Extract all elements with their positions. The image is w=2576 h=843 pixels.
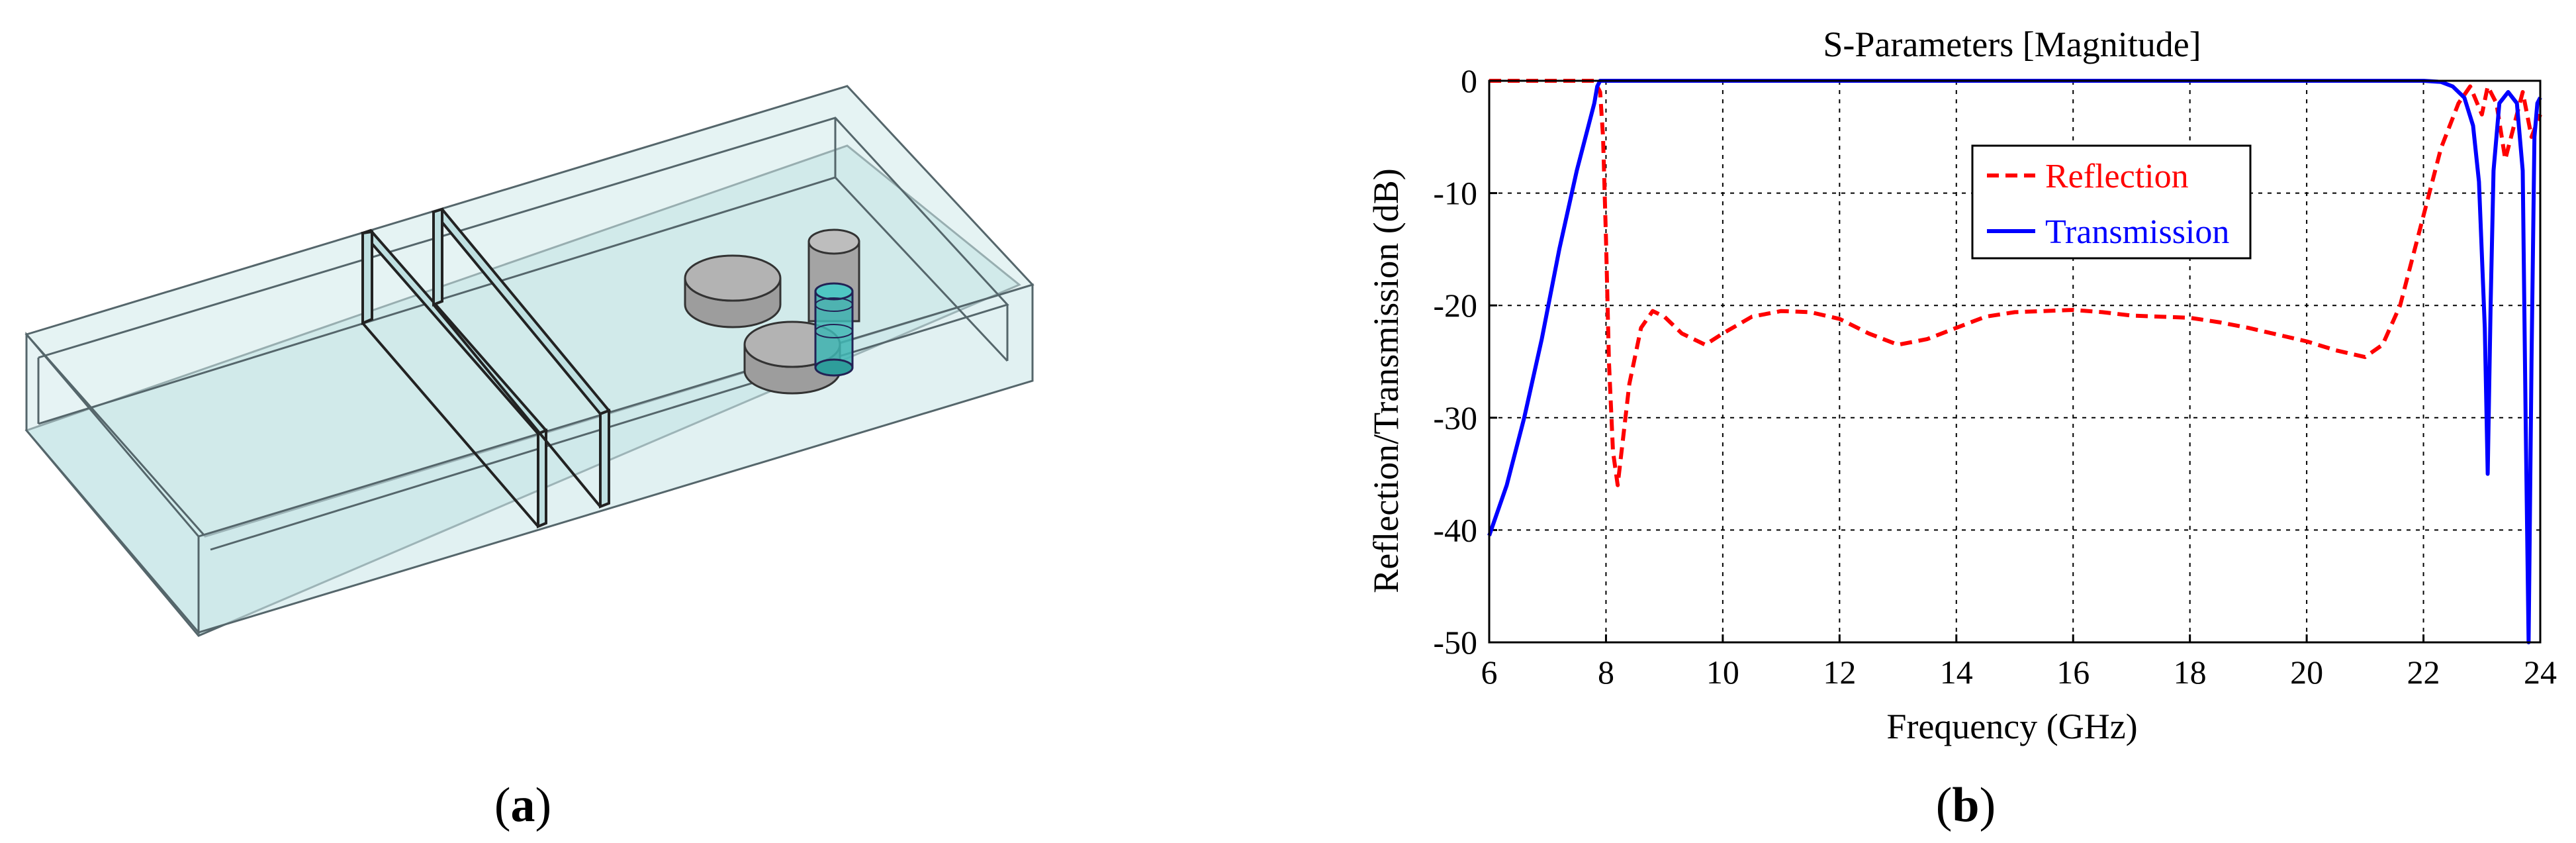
x-tick-label: 20 <box>2290 654 2323 691</box>
waveguide-left-face <box>25 331 200 636</box>
caption-panel-b: (b) <box>1936 778 1996 832</box>
caption-b-letter: b <box>1952 778 1979 832</box>
axis-ticks: 6 8 10 12 14 16 18 20 22 24 0 -10 -20 -30 -40 -50 <box>1433 62 2557 691</box>
caption-panel-a: (a) <box>494 778 551 832</box>
legend-label-transmission: Transmission <box>2045 213 2229 251</box>
plot-frame <box>1488 79 2542 644</box>
x-tick-label: 24 <box>2524 654 2557 691</box>
x-axis-label: Frequency (GHz) <box>1886 707 2137 746</box>
x-tick-label: 8 <box>1598 654 1614 691</box>
coupling-post <box>814 282 854 377</box>
chart-title: S-Parameters [Magnitude] <box>1823 25 2201 64</box>
y-tick-label: -40 <box>1433 511 1477 548</box>
s-parameter-chart: S-Parameters [Magnitude] Frequency (GHz)… <box>1366 25 2557 746</box>
y-axis-label: Reflection/Transmission (dB) <box>1366 168 1406 593</box>
tuning-disc-1 <box>684 254 782 328</box>
caption-a-letter: a <box>511 778 535 832</box>
legend-box <box>1971 144 2252 260</box>
legend-label-reflection: Reflection <box>2045 158 2189 195</box>
x-tick-label: 22 <box>2407 654 2440 691</box>
legend: Reflection Transmission <box>1971 144 2252 260</box>
x-tick-label: 10 <box>1706 654 1739 691</box>
x-tick-label: 6 <box>1481 654 1498 691</box>
y-tick-label: -10 <box>1433 175 1477 212</box>
x-tick-label: 18 <box>2174 654 2207 691</box>
waveguide-3d-model <box>24 85 1035 637</box>
x-tick-label: 16 <box>2056 654 2090 691</box>
series-line-transmission <box>1487 79 2542 644</box>
y-tick-label: -50 <box>1433 624 1477 661</box>
x-tick-label: 14 <box>1940 654 1973 691</box>
iris-plate-1 <box>360 228 549 528</box>
data-series <box>1487 79 2542 644</box>
x-tick-label: 12 <box>1823 654 1856 691</box>
series-line-reflection <box>1489 79 2542 487</box>
iris-plate-2 <box>431 207 612 509</box>
y-tick-label: -30 <box>1433 399 1477 436</box>
y-tick-label: 0 <box>1461 62 1477 99</box>
y-tick-label: -20 <box>1433 287 1477 324</box>
